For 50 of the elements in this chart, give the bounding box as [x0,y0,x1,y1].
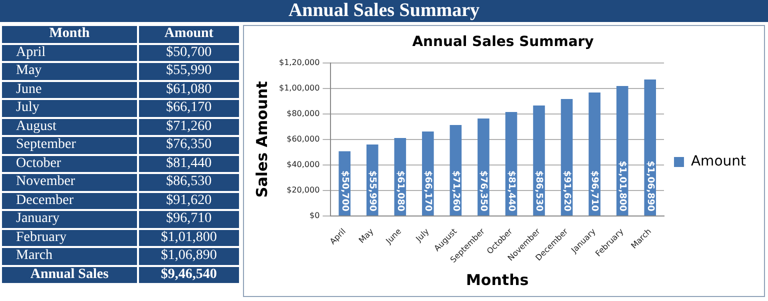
text: $66,170 [166,100,212,116]
y-tick-label: $1,20,000 [278,58,320,67]
text: $55,990 [166,63,212,78]
y-tick-label: $40,000 [286,160,320,169]
data-label: $1,06,890 [644,160,655,212]
data-label: $71,260 [450,170,460,212]
chart-title: Annual Sales Summary [288,0,480,21]
data-label: $76,350 [478,170,488,212]
category-label: September [16,137,76,152]
text: $86,530 [166,174,212,190]
text: Month [2,26,137,42]
chart-title: Annual Sales Summary [412,34,594,50]
y-tick-label: $80,000 [286,108,320,118]
data-label: $96,710 [589,170,600,212]
data-label: $50,700 [339,170,350,212]
category-label: December [16,192,74,208]
data-label: $55,990 [367,170,378,212]
data-label: $66,170 [422,170,433,212]
category-label: July [16,100,40,116]
category-label: May [16,63,42,78]
data-label: $1,01,800 [616,160,627,212]
category-label: August [16,118,56,134]
text: $9,46,540 [138,266,239,283]
text: Annual Sales [2,266,137,283]
category-label: June [16,82,42,97]
text: $76,350 [166,137,212,152]
data-label: $81,440 [506,170,516,212]
text: $91,620 [166,192,212,208]
y-tick-label: $0 [310,211,320,220]
data-label: $61,080 [394,170,405,212]
category-label: January [16,211,60,226]
text: Amount [164,26,214,42]
text: $61,080 [166,82,212,97]
y-tick-label: $1,00,000 [278,83,320,92]
text: $81,440 [166,156,212,171]
text: $1,06,890 [160,248,217,264]
x-axis-title: Months [466,270,529,289]
legend-label: Amount [690,154,747,170]
y-axis-title: Sales Amount [252,81,271,198]
data-label: $91,620 [561,170,572,212]
text: $50,700 [166,44,212,60]
category-label: October [16,156,62,171]
text: $1,01,800 [160,230,217,245]
data-label: $86,530 [534,170,544,212]
category-label: April [16,44,46,60]
text: $71,260 [166,118,212,134]
category-label: November [16,174,76,190]
y-tick-label: $60,000 [286,134,320,144]
y-tick-label: $20,000 [286,186,320,194]
text: $96,710 [166,211,212,226]
